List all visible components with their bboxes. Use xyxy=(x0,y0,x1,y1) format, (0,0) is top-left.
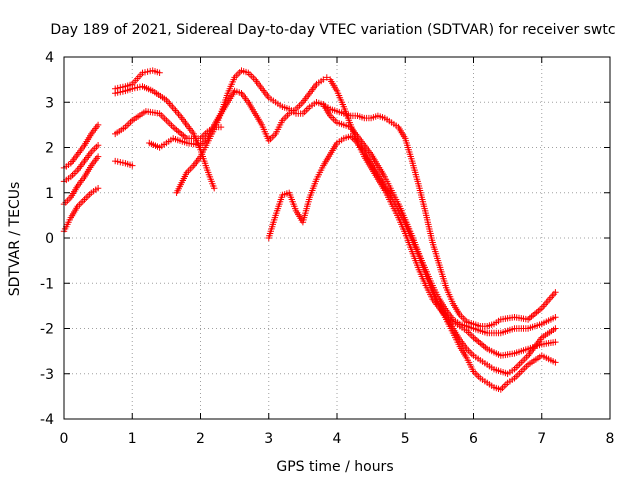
y-tick-label: 3 xyxy=(45,95,54,111)
y-tick-labels: -4 -3 -2 -1 0 1 2 3 4 xyxy=(40,50,54,428)
data-series xyxy=(60,67,559,393)
x-tick-label: 6 xyxy=(469,431,478,447)
x-tick-label: 0 xyxy=(60,431,69,447)
y-tick-label: -2 xyxy=(40,322,54,338)
chart-title: Day 189 of 2021, Sidereal Day-to-day VTE… xyxy=(50,22,615,38)
y-tick-label: 2 xyxy=(45,141,54,157)
x-tick-label: 5 xyxy=(401,431,410,447)
trace-markers xyxy=(395,200,559,337)
x-tick-label: 1 xyxy=(128,431,137,447)
x-tick-label: 2 xyxy=(196,431,205,447)
y-tick-label: -4 xyxy=(40,412,54,428)
series-trace-8 xyxy=(112,108,225,142)
x-tick-label: 3 xyxy=(264,431,273,447)
series-trace-13 xyxy=(395,200,559,337)
trace-markers xyxy=(173,67,559,330)
y-tick-label: 4 xyxy=(45,50,54,66)
x-axis-label: GPS time / hours xyxy=(276,459,393,475)
x-tick-label: 4 xyxy=(333,431,342,447)
trace-markers xyxy=(112,67,163,92)
trace-markers xyxy=(112,108,225,142)
trace-markers xyxy=(112,157,136,169)
y-tick-label: 1 xyxy=(45,186,54,202)
y-tick-label: -1 xyxy=(40,276,54,292)
x-tick-label: 7 xyxy=(537,431,546,447)
series-trace-9 xyxy=(146,74,559,359)
x-tick-labels: 0 1 2 3 4 5 6 7 8 xyxy=(60,431,615,447)
series-trace-5 xyxy=(112,157,136,169)
trace-markers xyxy=(146,74,559,359)
axis-ticks xyxy=(63,56,611,420)
series-trace-10 xyxy=(173,67,559,330)
y-tick-label: -3 xyxy=(40,367,54,383)
x-tick-label: 8 xyxy=(606,431,615,447)
y-tick-label: 0 xyxy=(45,231,54,247)
series-trace-6 xyxy=(112,67,163,92)
y-axis-label: SDTVAR / TECUs xyxy=(7,182,23,297)
